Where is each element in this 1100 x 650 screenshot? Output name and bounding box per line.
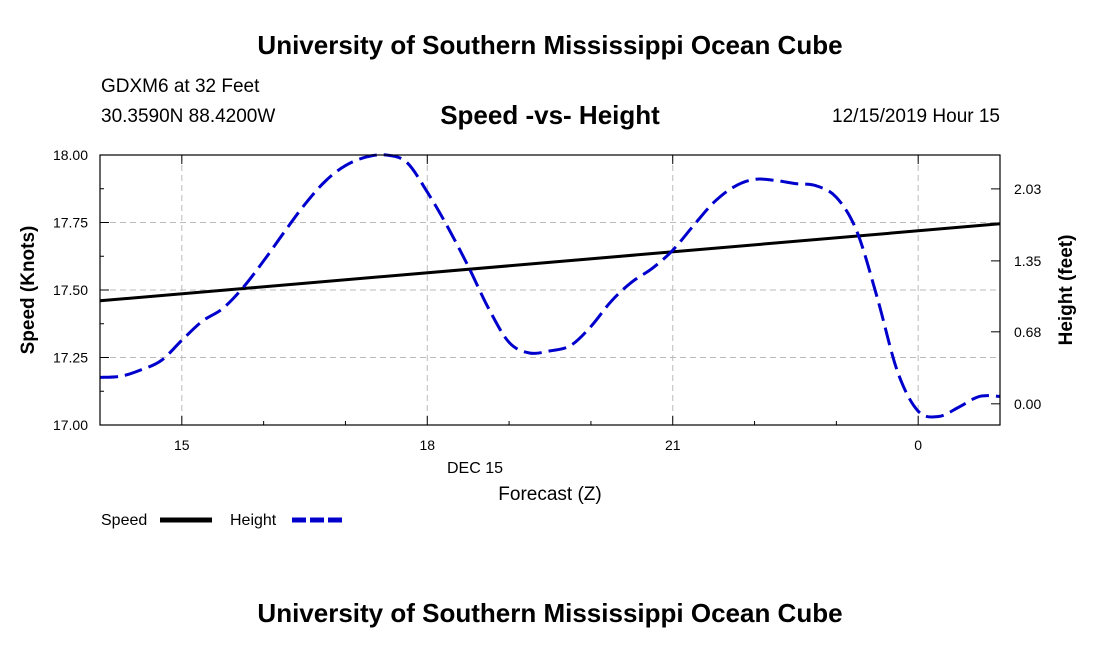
x-axis-title: Forecast (Z) xyxy=(498,484,601,505)
series-lines xyxy=(99,153,1001,419)
x-date-label: DEC 15 xyxy=(447,460,503,477)
y-right-tick-label: 0.68 xyxy=(1014,324,1041,340)
forecast-datetime: 12/15/2019 Hour 15 xyxy=(832,106,1000,127)
grid-lines xyxy=(100,155,1000,425)
y-left-tick-label: 17.75 xyxy=(53,215,88,231)
series-line-height xyxy=(99,153,1001,419)
footer-title: University of Southern Mississippi Ocean… xyxy=(257,598,843,628)
coordinates-label: 30.3590N 88.4200W xyxy=(101,106,276,127)
legend-label-speed: Speed xyxy=(101,512,147,529)
y-right-tick-label: 0.00 xyxy=(1014,396,1041,412)
axis-ticks xyxy=(99,154,1001,426)
x-tick-label: 21 xyxy=(665,437,681,453)
y-right-tick-label: 2.03 xyxy=(1014,181,1041,197)
station-label: GDXM6 at 32 Feet xyxy=(101,76,260,97)
y-left-tick-label: 17.25 xyxy=(53,350,88,366)
series-line-speed xyxy=(99,222,1001,303)
x-tick-label: 0 xyxy=(914,437,922,453)
y-right-tick-label: 1.35 xyxy=(1014,253,1041,269)
y-left-tick-label: 18.00 xyxy=(53,147,88,163)
x-tick-label: 15 xyxy=(174,437,190,453)
legend: Speed Height xyxy=(101,512,342,529)
tick-labels: 15 18 21 0 17.00 17.25 17.50 17.75 18.00 0.00 0.68… xyxy=(53,147,1042,453)
y-left-tick-label: 17.00 xyxy=(53,417,88,433)
y-axis-left-title: Speed (Knots) xyxy=(18,226,39,355)
y-left-tick-label: 17.50 xyxy=(53,282,88,298)
y-axis-right-title: Height (feet) xyxy=(1056,235,1077,346)
chart-title: Speed -vs- Height xyxy=(440,100,660,130)
x-tick-label: 18 xyxy=(419,437,435,453)
legend-label-height: Height xyxy=(230,512,277,529)
page-title: University of Southern Mississippi Ocean… xyxy=(257,30,843,60)
